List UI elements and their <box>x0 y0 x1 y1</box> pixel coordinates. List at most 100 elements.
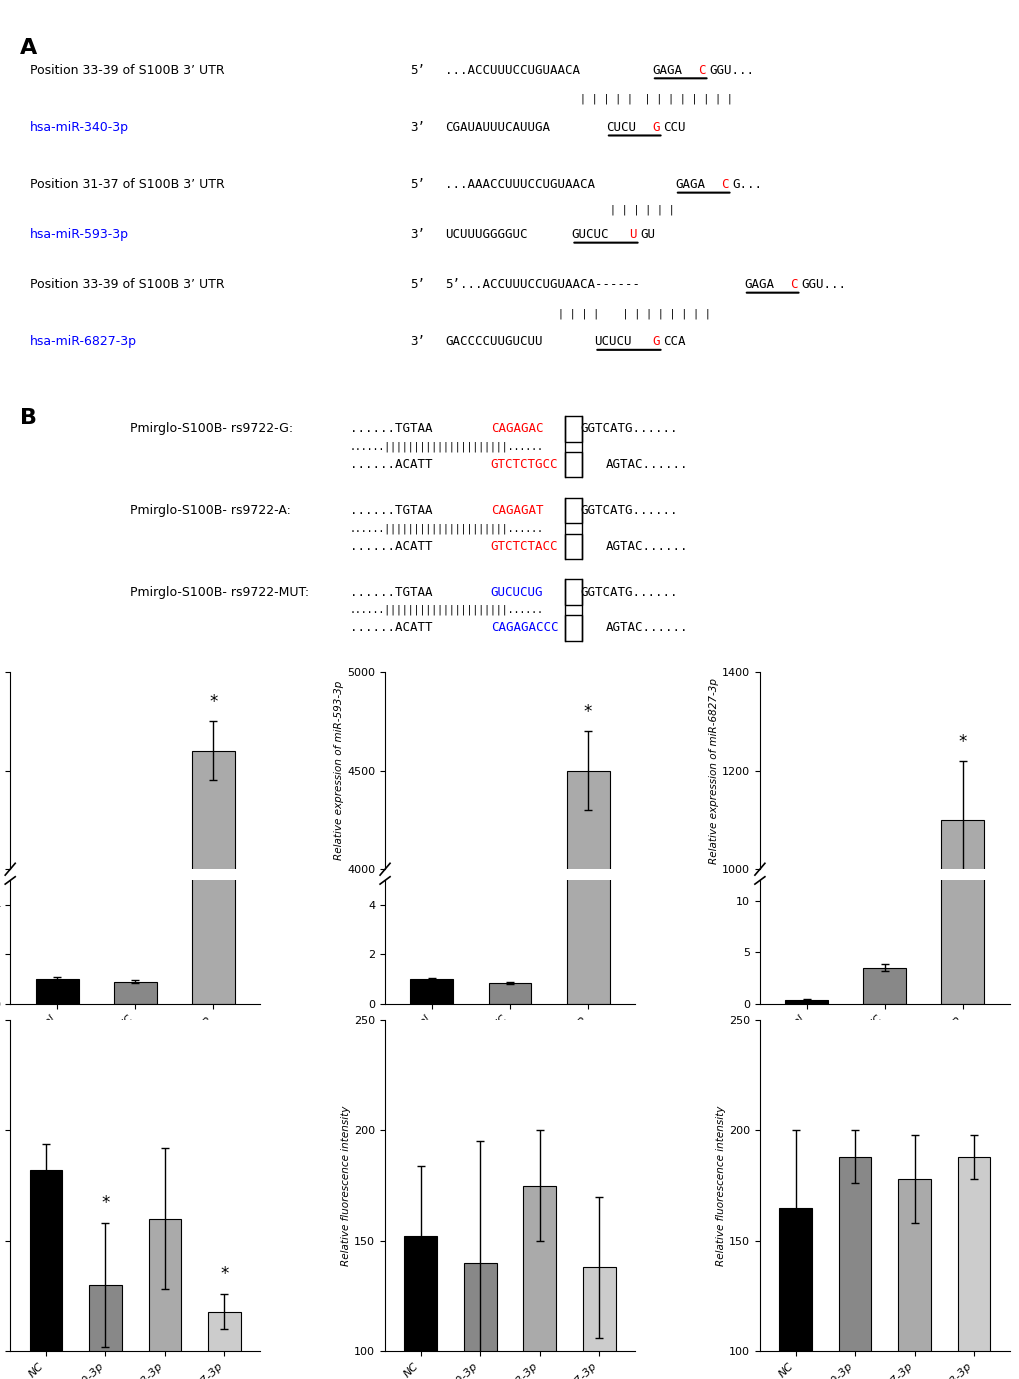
Text: C: C <box>20 681 37 702</box>
Text: G...: G... <box>732 178 761 192</box>
Text: U: U <box>629 229 636 241</box>
Bar <box>464 1263 496 1379</box>
Bar <box>89 1285 121 1379</box>
Bar <box>941 821 983 1362</box>
Bar <box>192 750 234 1165</box>
Text: *: * <box>101 1194 109 1212</box>
Text: GGTCATG......: GGTCATG...... <box>580 422 678 436</box>
Text: C: C <box>720 178 728 192</box>
Text: ...AAACCUUUCCUGUAACA: ...AAACCUUUCCUGUAACA <box>444 178 594 192</box>
Text: 5’: 5’ <box>410 63 425 77</box>
Text: Position 33-39 of S100B 3’ UTR: Position 33-39 of S100B 3’ UTR <box>31 63 224 77</box>
Text: CCA: CCA <box>662 335 685 349</box>
Bar <box>565 498 582 523</box>
Bar <box>36 979 78 1004</box>
Text: GAGA: GAGA <box>743 279 773 291</box>
Text: C: C <box>789 279 797 291</box>
Text: Position 31-37 of S100B 3’ UTR: Position 31-37 of S100B 3’ UTR <box>31 178 225 192</box>
Text: A: A <box>20 39 38 58</box>
Text: Pmirglo-S100B- rs9722-MUT:: Pmirglo-S100B- rs9722-MUT: <box>130 586 309 598</box>
Y-axis label: Relative expression of miR-6827-3p: Relative expression of miR-6827-3p <box>708 677 718 863</box>
Text: ......|||||||||||||||||||||......: ......|||||||||||||||||||||...... <box>350 523 543 534</box>
Text: 5’: 5’ <box>410 178 425 192</box>
Text: UCUUUGGGGUC: UCUUUGGGGUC <box>444 229 527 241</box>
Text: CUCU: CUCU <box>605 121 635 134</box>
Text: Pmirglo-S100B- rs9722-A:: Pmirglo-S100B- rs9722-A: <box>130 505 290 517</box>
Bar <box>192 0 234 1004</box>
Bar <box>565 534 582 558</box>
Text: CAGAGAC: CAGAGAC <box>490 422 543 436</box>
Text: | | | | | |: | | | | | | <box>609 204 674 215</box>
Text: 3’: 3’ <box>410 335 425 349</box>
Text: hsa-miR-6827-3p: hsa-miR-6827-3p <box>31 335 138 349</box>
Text: UCUCU: UCUCU <box>594 335 632 349</box>
Bar <box>410 979 452 1004</box>
Text: *: * <box>209 694 217 712</box>
Bar <box>957 1157 989 1379</box>
Text: CAGAGAT: CAGAGAT <box>490 505 543 517</box>
Text: ......ACATT: ......ACATT <box>350 539 432 553</box>
Text: ...ACCUUUCCUGUAACA: ...ACCUUUCCUGUAACA <box>444 63 580 77</box>
Text: GGTCATG......: GGTCATG...... <box>580 586 678 598</box>
Text: B: B <box>20 408 37 429</box>
Text: GU: GU <box>640 229 655 241</box>
Text: GTCTCTACC: GTCTCTACC <box>490 539 557 553</box>
Text: GAGA: GAGA <box>651 63 682 77</box>
Text: GGTCATG......: GGTCATG...... <box>580 505 678 517</box>
Text: ......TGTAA: ......TGTAA <box>350 586 432 598</box>
Bar <box>838 1157 870 1379</box>
Text: 5’: 5’ <box>410 279 425 291</box>
Text: GUCUC: GUCUC <box>571 229 608 241</box>
Bar <box>523 1186 555 1379</box>
Text: CGAUAUUUCAUUGA: CGAUAUUUCAUUGA <box>444 121 549 134</box>
Y-axis label: Relative fluorescence intensity: Relative fluorescence intensity <box>715 1106 726 1266</box>
Text: 5’...ACCUUUCCUGUAACA------: 5’...ACCUUUCCUGUAACA------ <box>444 279 639 291</box>
Text: hsa-miR-340-3p: hsa-miR-340-3p <box>31 121 129 134</box>
Text: *: * <box>583 703 592 721</box>
Text: AGTAC......: AGTAC...... <box>605 539 688 553</box>
Text: AGTAC......: AGTAC...... <box>605 458 688 472</box>
Text: ......ACATT: ......ACATT <box>350 458 432 472</box>
Bar <box>208 1311 240 1379</box>
Bar <box>862 968 906 1004</box>
Text: ......ACATT: ......ACATT <box>350 622 432 634</box>
Text: ......|||||||||||||||||||||......: ......|||||||||||||||||||||...... <box>350 441 543 452</box>
Bar <box>862 1361 906 1362</box>
Text: ......TGTAA: ......TGTAA <box>350 422 432 436</box>
Text: Position 33-39 of S100B 3’ UTR: Position 33-39 of S100B 3’ UTR <box>31 279 224 291</box>
Bar <box>565 579 582 605</box>
Text: hsa-miR-593-3p: hsa-miR-593-3p <box>31 229 129 241</box>
Text: C: C <box>697 63 705 77</box>
Bar <box>565 615 582 641</box>
Bar <box>113 982 157 1004</box>
Bar <box>404 1237 437 1379</box>
Text: D: D <box>20 1030 39 1049</box>
Text: G: G <box>651 121 659 134</box>
Text: GAGA: GAGA <box>675 178 704 192</box>
Text: | | | | |  | | | | | | | |: | | | | | | | | | | | | | <box>580 94 732 105</box>
Text: *: * <box>220 1265 228 1282</box>
Text: *: * <box>958 732 966 750</box>
Bar <box>785 1000 827 1004</box>
Bar <box>898 1179 930 1379</box>
Y-axis label: Relative expression of miR-593-3p: Relative expression of miR-593-3p <box>334 681 344 860</box>
Y-axis label: Relative fluorescence intensity: Relative fluorescence intensity <box>341 1106 352 1266</box>
Bar <box>565 452 582 477</box>
Text: GTCTCTGCC: GTCTCTGCC <box>490 458 557 472</box>
Text: 3’: 3’ <box>410 229 425 241</box>
Bar <box>941 0 983 1004</box>
Text: Pmirglo-S100B- rs9722-G:: Pmirglo-S100B- rs9722-G: <box>130 422 293 436</box>
Text: GUCUCUG: GUCUCUG <box>490 586 543 598</box>
Bar <box>582 1267 615 1379</box>
Bar <box>149 1219 181 1379</box>
Bar <box>30 1169 62 1379</box>
Bar <box>567 0 609 1004</box>
Text: ......TGTAA: ......TGTAA <box>350 505 432 517</box>
Bar <box>565 416 582 441</box>
Bar <box>488 983 531 1004</box>
Text: AGTAC......: AGTAC...... <box>605 622 688 634</box>
Text: 3’: 3’ <box>410 121 425 134</box>
Text: | | | |    | | | | | | | |: | | | | | | | | | | | | <box>557 308 710 319</box>
Text: G: G <box>651 335 659 349</box>
Text: GACCCCUUGUCUU: GACCCCUUGUCUU <box>444 335 542 349</box>
